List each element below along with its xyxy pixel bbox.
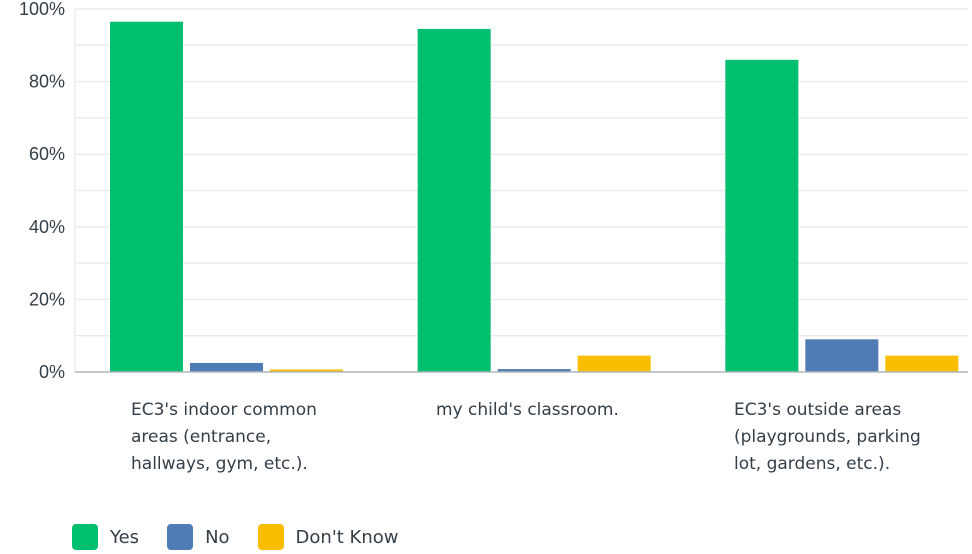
legend-label: Yes (110, 526, 140, 548)
legend-label: Don't Know (295, 526, 399, 548)
bar-no-1[interactable] (497, 369, 571, 372)
x-category-label-line: my child's classroom. (436, 400, 619, 420)
legend-item-don-t-know[interactable]: Don't Know (257, 524, 399, 550)
y-tick-label: 80% (29, 72, 65, 92)
bar-yes-0[interactable] (110, 21, 183, 373)
x-category-label-line: lot, gardens, etc.). (734, 454, 891, 474)
legend-label: No (205, 526, 230, 548)
x-category-label: EC3's indoor common areas (entrance, hallw… (131, 397, 317, 478)
y-tick-label: 60% (29, 144, 65, 164)
legend-item-no[interactable]: No (167, 524, 230, 550)
bar-yes-2[interactable] (725, 59, 799, 372)
bar-don-t-know-1[interactable] (577, 355, 651, 372)
legend-swatch (257, 524, 284, 550)
legend-item-yes[interactable]: Yes (72, 524, 139, 550)
bar-no-2[interactable] (805, 339, 879, 372)
grid-lines (74, 8, 968, 372)
x-category-label-line: areas (entrance, (131, 427, 272, 447)
y-tick-label: 0% (39, 362, 65, 382)
x-category-label: my child's classroom. (436, 397, 619, 424)
legend-swatch (167, 524, 194, 550)
y-axis-ticks: 0% 20% 40% 60% 80% 100% (19, 0, 65, 382)
x-category-label-line: (playgrounds, parking (734, 427, 921, 447)
bar-yes-1[interactable] (417, 28, 491, 373)
y-tick-label: 100% (19, 0, 65, 19)
legend-swatch (72, 524, 98, 550)
x-category-label-line: EC3's indoor common (131, 400, 317, 420)
bars (110, 21, 959, 373)
y-tick-label: 20% (29, 289, 65, 309)
x-category-label-line: EC3's outside areas (734, 400, 902, 420)
bar-don-t-know-0[interactable] (270, 369, 343, 372)
x-category-label: EC3's outside areas (playgrounds, parking… (734, 397, 921, 478)
legend: Yes No Don't Know (72, 524, 427, 550)
bar-no-0[interactable] (190, 362, 263, 372)
x-category-label-line: hallways, gym, etc.). (131, 454, 308, 474)
bar-don-t-know-2[interactable] (885, 355, 959, 372)
y-tick-label: 40% (29, 217, 65, 237)
